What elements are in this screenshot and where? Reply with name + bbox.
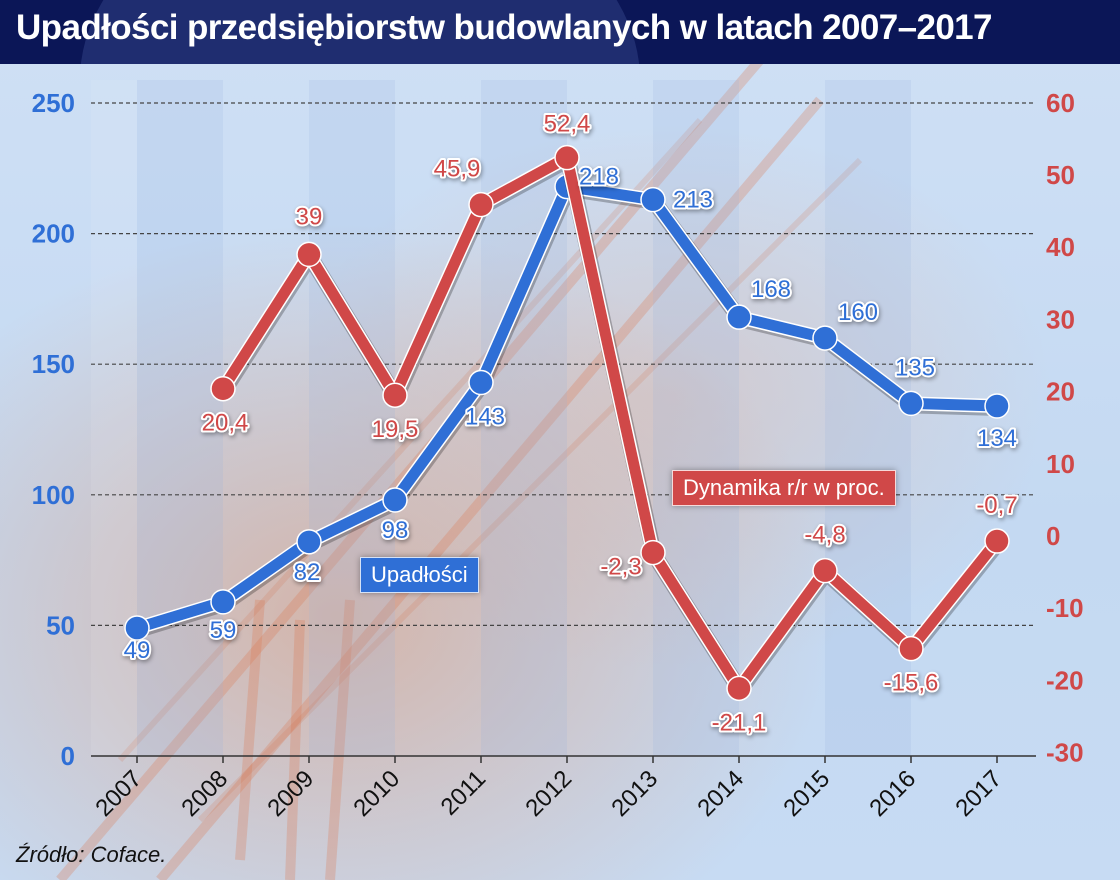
svg-text:0: 0 — [61, 741, 75, 771]
svg-text:20,4: 20,4 — [202, 410, 249, 437]
svg-text:52,4: 52,4 — [544, 111, 591, 138]
svg-text:2015: 2015 — [778, 765, 835, 822]
svg-text:218: 218 — [579, 164, 619, 191]
svg-text:39: 39 — [296, 203, 323, 230]
svg-text:160: 160 — [838, 299, 878, 326]
svg-text:2017: 2017 — [950, 765, 1007, 822]
svg-text:-4,8: -4,8 — [804, 522, 845, 549]
svg-text:150: 150 — [32, 349, 75, 379]
svg-text:50: 50 — [46, 610, 75, 640]
svg-text:2009: 2009 — [262, 765, 319, 822]
svg-text:20: 20 — [1046, 377, 1075, 407]
legend-dynamics: Dynamika r/r w proc. — [672, 470, 896, 506]
svg-text:213: 213 — [673, 187, 713, 214]
svg-text:45,9: 45,9 — [434, 156, 481, 183]
title-bar-decoration — [80, 0, 640, 64]
svg-text:49: 49 — [124, 637, 151, 664]
svg-text:-2,3: -2,3 — [600, 554, 641, 581]
svg-text:-30: -30 — [1046, 738, 1084, 768]
svg-text:98: 98 — [382, 517, 409, 544]
chart-title: Upadłości przedsiębiorstw budowlanych w … — [16, 8, 993, 47]
right-y-axis: 60 50 40 30 20 10 0 -10 -20 -30 — [1046, 88, 1084, 768]
x-axis: 2007 2008 2009 2010 2011 2012 2013 2014 2015 2016… — [90, 755, 1036, 822]
svg-text:10: 10 — [1046, 449, 1075, 479]
svg-text:134: 134 — [977, 425, 1017, 452]
source-note: Źródło: Coface. — [16, 842, 167, 867]
svg-text:0: 0 — [1046, 521, 1060, 551]
svg-text:-15,6: -15,6 — [884, 670, 939, 697]
svg-text:19,5: 19,5 — [372, 416, 419, 443]
svg-text:-20: -20 — [1046, 665, 1084, 695]
svg-text:2014: 2014 — [692, 765, 749, 822]
svg-text:135: 135 — [895, 354, 935, 381]
svg-text:60: 60 — [1046, 88, 1075, 118]
svg-text:143: 143 — [465, 403, 505, 430]
svg-text:2007: 2007 — [90, 765, 147, 822]
svg-text:2012: 2012 — [520, 765, 577, 822]
legend-bankruptcies: Upadłości — [360, 557, 479, 593]
svg-text:-21,1: -21,1 — [712, 709, 767, 736]
svg-text:2008: 2008 — [176, 765, 233, 822]
svg-text:30: 30 — [1046, 304, 1075, 334]
svg-text:82: 82 — [294, 559, 321, 586]
title-bar: Upadłości przedsiębiorstw budowlanych w … — [0, 0, 1120, 64]
svg-text:2011: 2011 — [436, 765, 492, 821]
svg-text:59: 59 — [210, 617, 237, 644]
left-y-axis: 0 50 100 150 200 250 — [32, 88, 75, 771]
svg-text:2013: 2013 — [606, 765, 663, 822]
svg-text:100: 100 — [32, 480, 75, 510]
svg-text:40: 40 — [1046, 232, 1075, 262]
svg-text:2016: 2016 — [864, 765, 921, 822]
svg-text:2010: 2010 — [348, 765, 405, 822]
svg-text:168: 168 — [751, 276, 791, 303]
svg-text:250: 250 — [32, 88, 75, 118]
data-labels: 49 59 82 98 143 218 213 168 160 135 134 20,4 39 19,5 4… — [122, 109, 1020, 739]
series-lines — [124, 144, 1010, 702]
svg-text:-10: -10 — [1046, 593, 1084, 623]
svg-text:-0,7: -0,7 — [976, 492, 1017, 519]
svg-text:200: 200 — [32, 219, 75, 249]
svg-text:50: 50 — [1046, 160, 1075, 190]
